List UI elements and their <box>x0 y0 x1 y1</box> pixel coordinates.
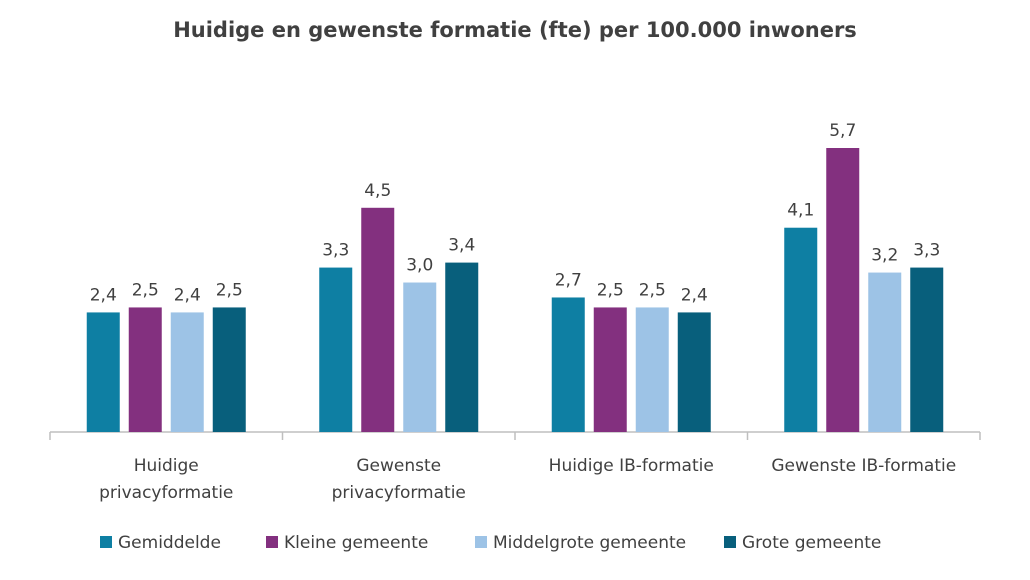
legend-label: Kleine gemeente <box>284 533 428 553</box>
bar <box>170 312 204 432</box>
data-label: 2,7 <box>555 270 582 290</box>
legend-swatch <box>475 536 487 548</box>
bar <box>593 307 627 432</box>
bar <box>551 297 585 432</box>
bar <box>128 307 162 432</box>
x-tick-label: Huidige <box>134 456 199 476</box>
data-label: 3,0 <box>406 256 433 276</box>
data-label: 3,4 <box>448 236 475 256</box>
bar <box>868 272 902 432</box>
bar <box>910 267 944 432</box>
data-label: 4,5 <box>364 181 391 201</box>
data-label: 4,1 <box>787 201 814 221</box>
data-label: 2,5 <box>216 280 243 300</box>
x-tick-label: privacyformatie <box>332 483 466 503</box>
x-tick-label: Gewenste IB-formatie <box>771 456 956 476</box>
bar <box>635 307 669 432</box>
data-label: 3,2 <box>871 246 898 266</box>
data-label: 2,4 <box>90 285 117 305</box>
legend-swatch <box>724 536 736 548</box>
legend-label: Grote gemeente <box>742 533 881 553</box>
bar <box>86 312 120 432</box>
x-tick-label: Gewenste <box>356 456 441 476</box>
data-label: 2,5 <box>639 280 666 300</box>
bar <box>319 267 353 432</box>
legend-swatch <box>266 536 278 548</box>
data-label: 5,7 <box>829 121 856 141</box>
bar <box>361 207 395 432</box>
data-label: 2,4 <box>174 285 201 305</box>
x-tick-label: privacyformatie <box>99 483 233 503</box>
data-label: 2,4 <box>681 285 708 305</box>
bar <box>445 262 479 432</box>
data-label: 3,3 <box>913 241 940 261</box>
x-tick-label: Huidige IB-formatie <box>549 456 714 476</box>
legend-swatch <box>100 536 112 548</box>
data-label: 3,3 <box>322 241 349 261</box>
legend-label: Gemiddelde <box>118 533 221 553</box>
bar <box>403 282 437 432</box>
bar <box>826 148 860 432</box>
bar <box>784 227 818 432</box>
bar <box>212 307 246 432</box>
data-label: 2,5 <box>132 280 159 300</box>
bar <box>677 312 711 432</box>
data-label: 2,5 <box>597 280 624 300</box>
legend-label: Middelgrote gemeente <box>493 533 686 553</box>
chart-title: Huidige en gewenste formatie (fte) per 1… <box>173 18 857 42</box>
